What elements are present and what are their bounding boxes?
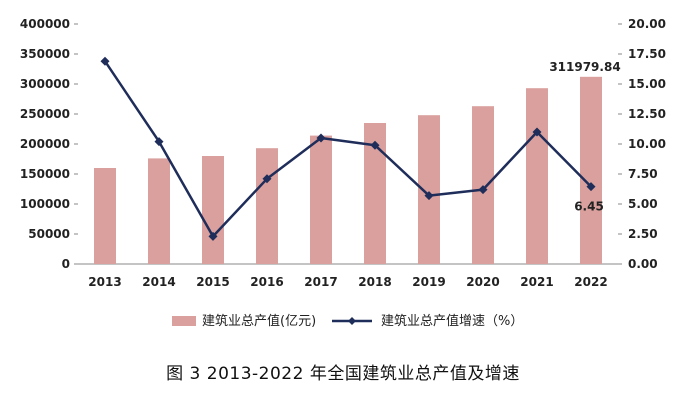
bar bbox=[148, 158, 170, 264]
bar bbox=[310, 135, 332, 264]
y-right-tick-label: 20.00 bbox=[628, 17, 666, 31]
right-axis: 0.00 2.50 5.00 7.50 10.00 12.50 15.00 17.50 20.0… bbox=[618, 17, 666, 271]
line-point bbox=[208, 231, 218, 241]
y-left-tick-label: 300000 bbox=[20, 77, 70, 91]
x-tick-label: 2020 bbox=[466, 275, 499, 289]
left-axis: 0 50000 100000 150000 200000 250000 300000 3500… bbox=[20, 17, 78, 271]
data-label: 6.45 bbox=[574, 200, 604, 214]
x-tick-label: 2014 bbox=[142, 275, 175, 289]
x-tick-label: 2016 bbox=[250, 275, 283, 289]
bar bbox=[580, 76, 602, 264]
y-right-tick-label: 5.00 bbox=[628, 197, 658, 211]
legend-bar-swatch bbox=[172, 316, 196, 326]
y-right-tick-label: 12.50 bbox=[628, 107, 666, 121]
x-tick-label: 2013 bbox=[88, 275, 121, 289]
legend-line-marker bbox=[348, 317, 356, 325]
line-series bbox=[100, 56, 596, 241]
line-point bbox=[100, 56, 110, 66]
bar bbox=[418, 115, 440, 264]
y-right-tick-label: 17.50 bbox=[628, 47, 666, 61]
legend: 建筑业总产值(亿元) 建筑业总产值增速（%） bbox=[172, 313, 523, 329]
line-point bbox=[154, 137, 164, 147]
line-point bbox=[262, 174, 272, 184]
x-tick-label: 2021 bbox=[520, 275, 553, 289]
y-left-tick-label: 150000 bbox=[20, 167, 70, 181]
line-point bbox=[532, 127, 542, 137]
x-tick-label: 2017 bbox=[304, 275, 337, 289]
y-left-tick-label: 350000 bbox=[20, 47, 70, 61]
y-left-tick-label: 200000 bbox=[20, 137, 70, 151]
figure-caption: 图 3 2013-2022 年全国建筑业总产值及增速 bbox=[166, 364, 520, 384]
y-right-tick-label: 2.50 bbox=[628, 227, 658, 241]
x-tick-label: 2019 bbox=[412, 275, 445, 289]
x-tick-label: 2015 bbox=[196, 275, 229, 289]
bar bbox=[202, 156, 224, 264]
y-left-tick-label: 100000 bbox=[20, 197, 70, 211]
line-point bbox=[586, 182, 596, 192]
y-left-tick-label: 50000 bbox=[28, 227, 70, 241]
y-right-tick-label: 0.00 bbox=[628, 257, 658, 271]
legend-bar-label: 建筑业总产值(亿元) bbox=[202, 313, 316, 329]
y-left-tick-label: 250000 bbox=[20, 107, 70, 121]
y-left-tick-label: 400000 bbox=[20, 17, 70, 31]
y-right-tick-label: 7.50 bbox=[628, 167, 658, 181]
legend-line-label: 建筑业总产值增速（%） bbox=[381, 313, 523, 329]
line-point bbox=[316, 133, 326, 143]
line-point bbox=[370, 140, 380, 150]
bar bbox=[526, 88, 548, 264]
y-left-tick-label: 0 bbox=[62, 257, 70, 271]
x-tick-label: 2022 bbox=[574, 275, 607, 289]
y-right-tick-label: 15.00 bbox=[628, 77, 666, 91]
data-labels: 311979.84 6.45 bbox=[549, 60, 620, 214]
growth-line bbox=[103, 60, 592, 238]
bar bbox=[364, 123, 386, 264]
x-tick-label: 2018 bbox=[358, 275, 391, 289]
bar-series bbox=[94, 76, 602, 264]
line-point bbox=[478, 185, 488, 195]
line-point bbox=[424, 191, 434, 201]
bar bbox=[94, 168, 116, 264]
y-right-tick-label: 10.00 bbox=[628, 137, 666, 151]
data-label: 311979.84 bbox=[549, 60, 620, 74]
bar bbox=[256, 148, 278, 264]
x-axis: 2013 2014 2015 2016 2017 2018 2019 2020 2021 2022 bbox=[78, 263, 618, 289]
